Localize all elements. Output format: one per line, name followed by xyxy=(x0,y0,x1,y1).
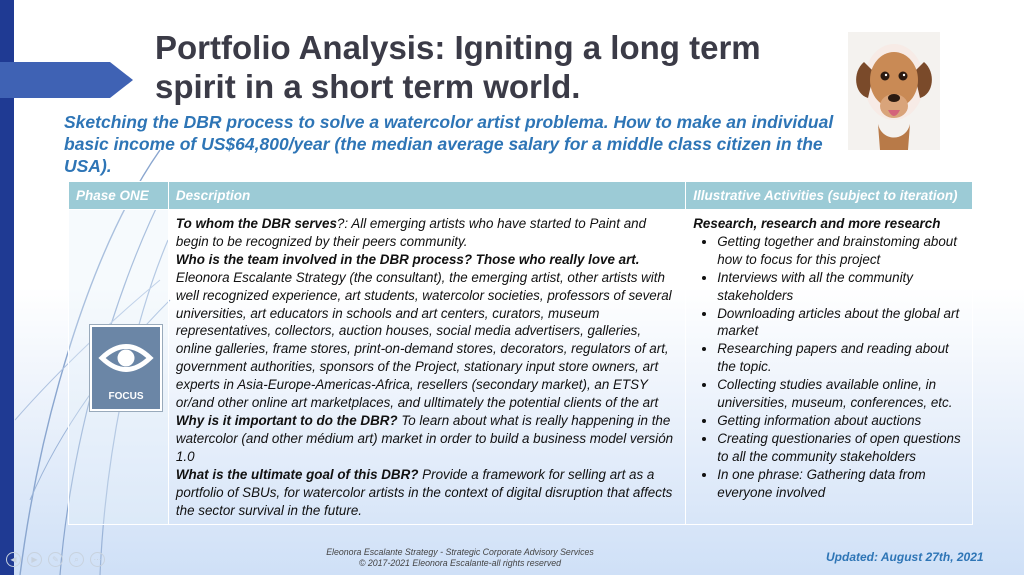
list-item: Getting information about auctions xyxy=(717,412,965,430)
dog-illustration xyxy=(848,32,940,150)
description-item: What is the ultimate goal of this DBR? P… xyxy=(176,466,678,520)
arrow-icon xyxy=(0,62,133,98)
activities-list: Getting together and brainstoming about … xyxy=(693,233,965,502)
phase-table: Phase ONE Description Illustrative Activ… xyxy=(68,181,973,526)
next-slide-icon[interactable]: ▶ xyxy=(27,552,42,567)
description-item: Who is the team involved in the DBR proc… xyxy=(176,251,678,412)
menu-icon[interactable]: ⋯ xyxy=(90,552,105,567)
description-answer: To learn about what is really happening … xyxy=(175,412,674,464)
header-activities: Illustrative Activities (subject to iter… xyxy=(685,181,973,210)
focus-label: FOCUS xyxy=(108,391,144,402)
list-item: In one phrase: Gathering data from every… xyxy=(717,466,965,502)
description-question: Why is it important to do the DBR? xyxy=(175,412,398,428)
page-title: Portfolio Analysis: Igniting a long term… xyxy=(155,29,761,105)
header-description: Description xyxy=(167,181,687,210)
table-header-row: Phase ONE Description Illustrative Activ… xyxy=(68,181,973,210)
description-question: What is the ultimate goal of this DBR? xyxy=(175,466,419,482)
description-answer: Provide a framework for selling art as a… xyxy=(175,466,673,518)
page-subtitle: Sketching the DBR process to solve a wat… xyxy=(64,112,834,176)
list-item: Interviews with all the community stakeh… xyxy=(717,269,965,305)
prev-slide-icon[interactable]: ◀ xyxy=(6,552,21,567)
description-item: Why is it important to do the DBR? To le… xyxy=(176,412,678,466)
list-item: Creating questionaries of open questions… xyxy=(717,430,965,466)
description-question: To whom the DBR serves xyxy=(175,216,337,231)
zoom-icon[interactable]: ⌕ xyxy=(69,552,84,567)
slide-nav-controls[interactable]: ◀ ▶ ✎ ⌕ ⋯ xyxy=(6,552,105,567)
list-item: Getting together and brainstoming about … xyxy=(717,233,965,269)
activities-heading: Research, research and more research xyxy=(693,216,941,231)
description-answer: ?: All emerging artists who have started… xyxy=(175,216,647,249)
list-item: Collecting studies available online, in … xyxy=(717,376,965,412)
description-question: Who is the team involved in the DBR proc… xyxy=(175,251,640,267)
footer-line: © 2017-2021 Eleonora Escalante-all right… xyxy=(358,558,562,568)
description-cell: To whom the DBR serves?: All emerging ar… xyxy=(167,208,687,526)
table-row: To whom the DBR serves?: All emerging ar… xyxy=(68,208,973,526)
list-item: Downloading articles about the global ar… xyxy=(717,305,965,341)
footer-line: Eleonora Escalante Strategy - Strategic … xyxy=(326,547,594,557)
footer: Eleonora Escalante Strategy - Strategic … xyxy=(270,547,650,569)
left-edge-stripe xyxy=(0,0,14,575)
description-answer: Eleonora Escalante Strategy (the consult… xyxy=(175,269,672,411)
header-phase: Phase ONE xyxy=(68,181,169,210)
pen-icon[interactable]: ✎ xyxy=(48,552,63,567)
description-item: To whom the DBR serves?: All emerging ar… xyxy=(176,215,678,251)
list-item: Researching papers and reading about the… xyxy=(717,340,965,376)
activities-cell: Research, research and more research Get… xyxy=(685,208,973,526)
eye-icon xyxy=(98,344,154,372)
updated-date: Updated: August 27th, 2021 xyxy=(826,550,984,564)
focus-badge: FOCUS xyxy=(90,325,162,411)
